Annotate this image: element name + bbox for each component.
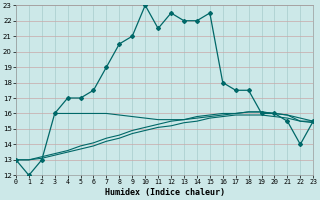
X-axis label: Humidex (Indice chaleur): Humidex (Indice chaleur): [105, 188, 225, 197]
